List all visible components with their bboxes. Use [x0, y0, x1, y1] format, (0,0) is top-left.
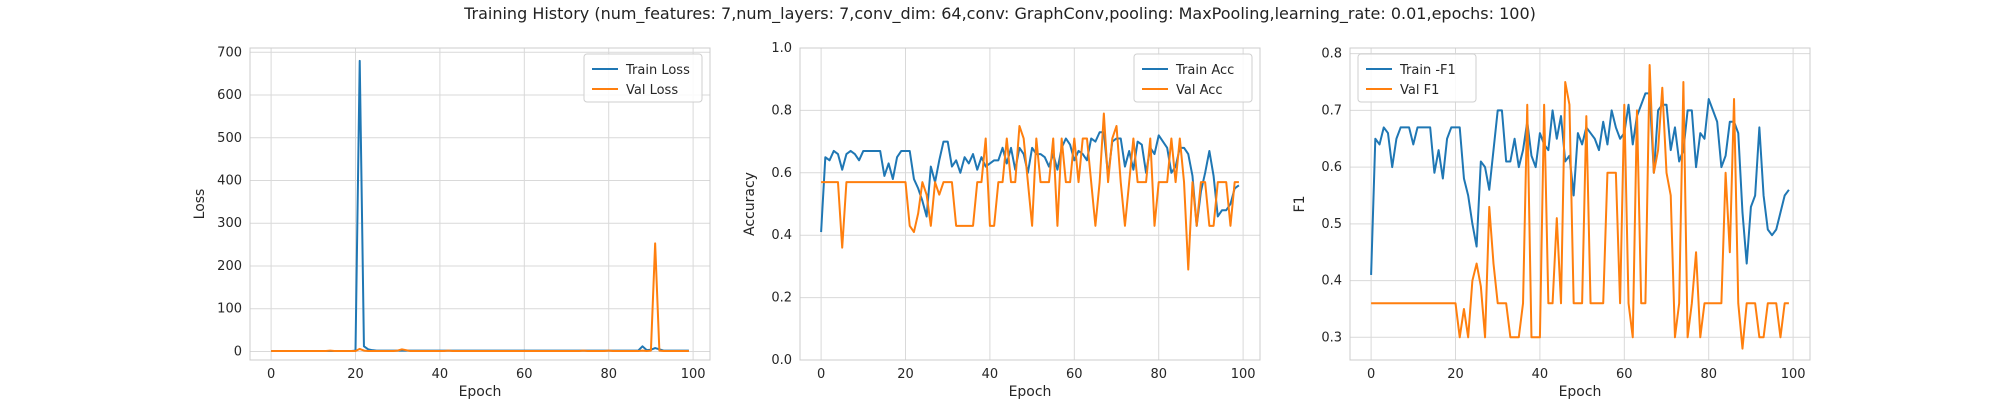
x-tick-label: 0: [1367, 367, 1375, 382]
series-line-2: [271, 242, 689, 353]
series-line-1: [1370, 92, 1790, 275]
y-tick-label: 300: [217, 216, 242, 231]
x-tick-label: 80: [1150, 367, 1167, 382]
y-tick-label: 0.2: [771, 291, 792, 306]
y-axis-label: Accuracy: [742, 172, 758, 236]
y-tick-label: 0.5: [1321, 217, 1342, 232]
y-tick-label: 600: [217, 88, 242, 103]
x-tick-label: 0: [267, 367, 275, 382]
y-tick-label: 700: [217, 45, 242, 60]
chart-panel-3: 0 20 40 60 80 100 0.3 0.4 0.5 0.6 0.7 0.8 Epoch F1 Tra…: [1292, 47, 1811, 400]
y-tick-label: 0.8: [771, 103, 792, 118]
y-tick-label: 100: [217, 302, 242, 317]
y-tick-label: 1.0: [771, 41, 792, 56]
y-tick-label: 0.6: [771, 166, 792, 181]
x-tick-label: 80: [600, 367, 617, 382]
y-tick-label: 0.4: [1321, 274, 1342, 289]
series-line-1: [271, 59, 689, 353]
y-tick-label: 400: [217, 173, 242, 188]
x-tick-label: 60: [1616, 367, 1633, 382]
y-tick-label: 0.8: [1321, 47, 1342, 62]
chart-panel-2: 0 20 40 60 80 100 0.0 0.2 0.4 0.6 0.8 1.0 Epoch Accur…: [742, 41, 1261, 400]
x-tick-label: 20: [1447, 367, 1464, 382]
figure-title: Training History (num_features: 7,num_la…: [464, 4, 1536, 23]
y-tick-label: 200: [217, 259, 242, 274]
x-tick-label: 60: [1066, 367, 1083, 382]
legend-label-2: Val Acc: [1176, 83, 1223, 98]
x-axis-label: Epoch: [1559, 384, 1602, 400]
x-tick-label: 40: [432, 367, 449, 382]
series-line-2: [821, 112, 1239, 271]
y-tick-label: 500: [217, 131, 242, 146]
y-tick-label: 0.6: [1321, 160, 1342, 175]
legend: Train -F1 Val F1: [1357, 53, 1477, 103]
x-tick-label: 0: [817, 367, 825, 382]
y-tick-label: 0.3: [1321, 330, 1342, 345]
series-line-2: [1371, 64, 1789, 350]
x-tick-label: 60: [516, 367, 533, 382]
legend: Train Loss Val Loss: [583, 53, 703, 103]
x-axis-label: Epoch: [459, 384, 502, 400]
legend: Train Acc Val Acc: [1133, 53, 1253, 103]
chart-panel-1: 0 20 40 60 80 100 0 100 200 300 400 500 600 700 Epoch L…: [192, 45, 711, 400]
axes-frame: [249, 47, 711, 361]
y-tick-label: 0: [234, 344, 242, 359]
x-tick-label: 100: [681, 367, 706, 382]
y-axis-label: Loss: [192, 189, 208, 220]
x-tick-label: 20: [897, 367, 914, 382]
axes-frame: [1349, 47, 1811, 361]
legend-label-1: Train -F1: [1399, 63, 1456, 78]
x-tick-label: 100: [1781, 367, 1806, 382]
legend-label-2: Val Loss: [626, 83, 678, 98]
y-axis-label: F1: [1292, 196, 1308, 213]
x-tick-label: 40: [982, 367, 999, 382]
y-tick-label: 0.7: [1321, 103, 1342, 118]
y-tick-label: 0.4: [771, 228, 792, 243]
x-tick-label: 40: [1532, 367, 1549, 382]
x-tick-label: 100: [1231, 367, 1256, 382]
legend-label-1: Train Loss: [625, 63, 690, 78]
x-tick-label: 80: [1700, 367, 1717, 382]
y-tick-label: 0.0: [771, 353, 792, 368]
legend-label-1: Train Acc: [1175, 63, 1234, 78]
x-tick-label: 20: [347, 367, 364, 382]
legend-label-2: Val F1: [1400, 83, 1439, 98]
axes-frame: [799, 47, 1261, 361]
x-axis-label: Epoch: [1009, 384, 1052, 400]
